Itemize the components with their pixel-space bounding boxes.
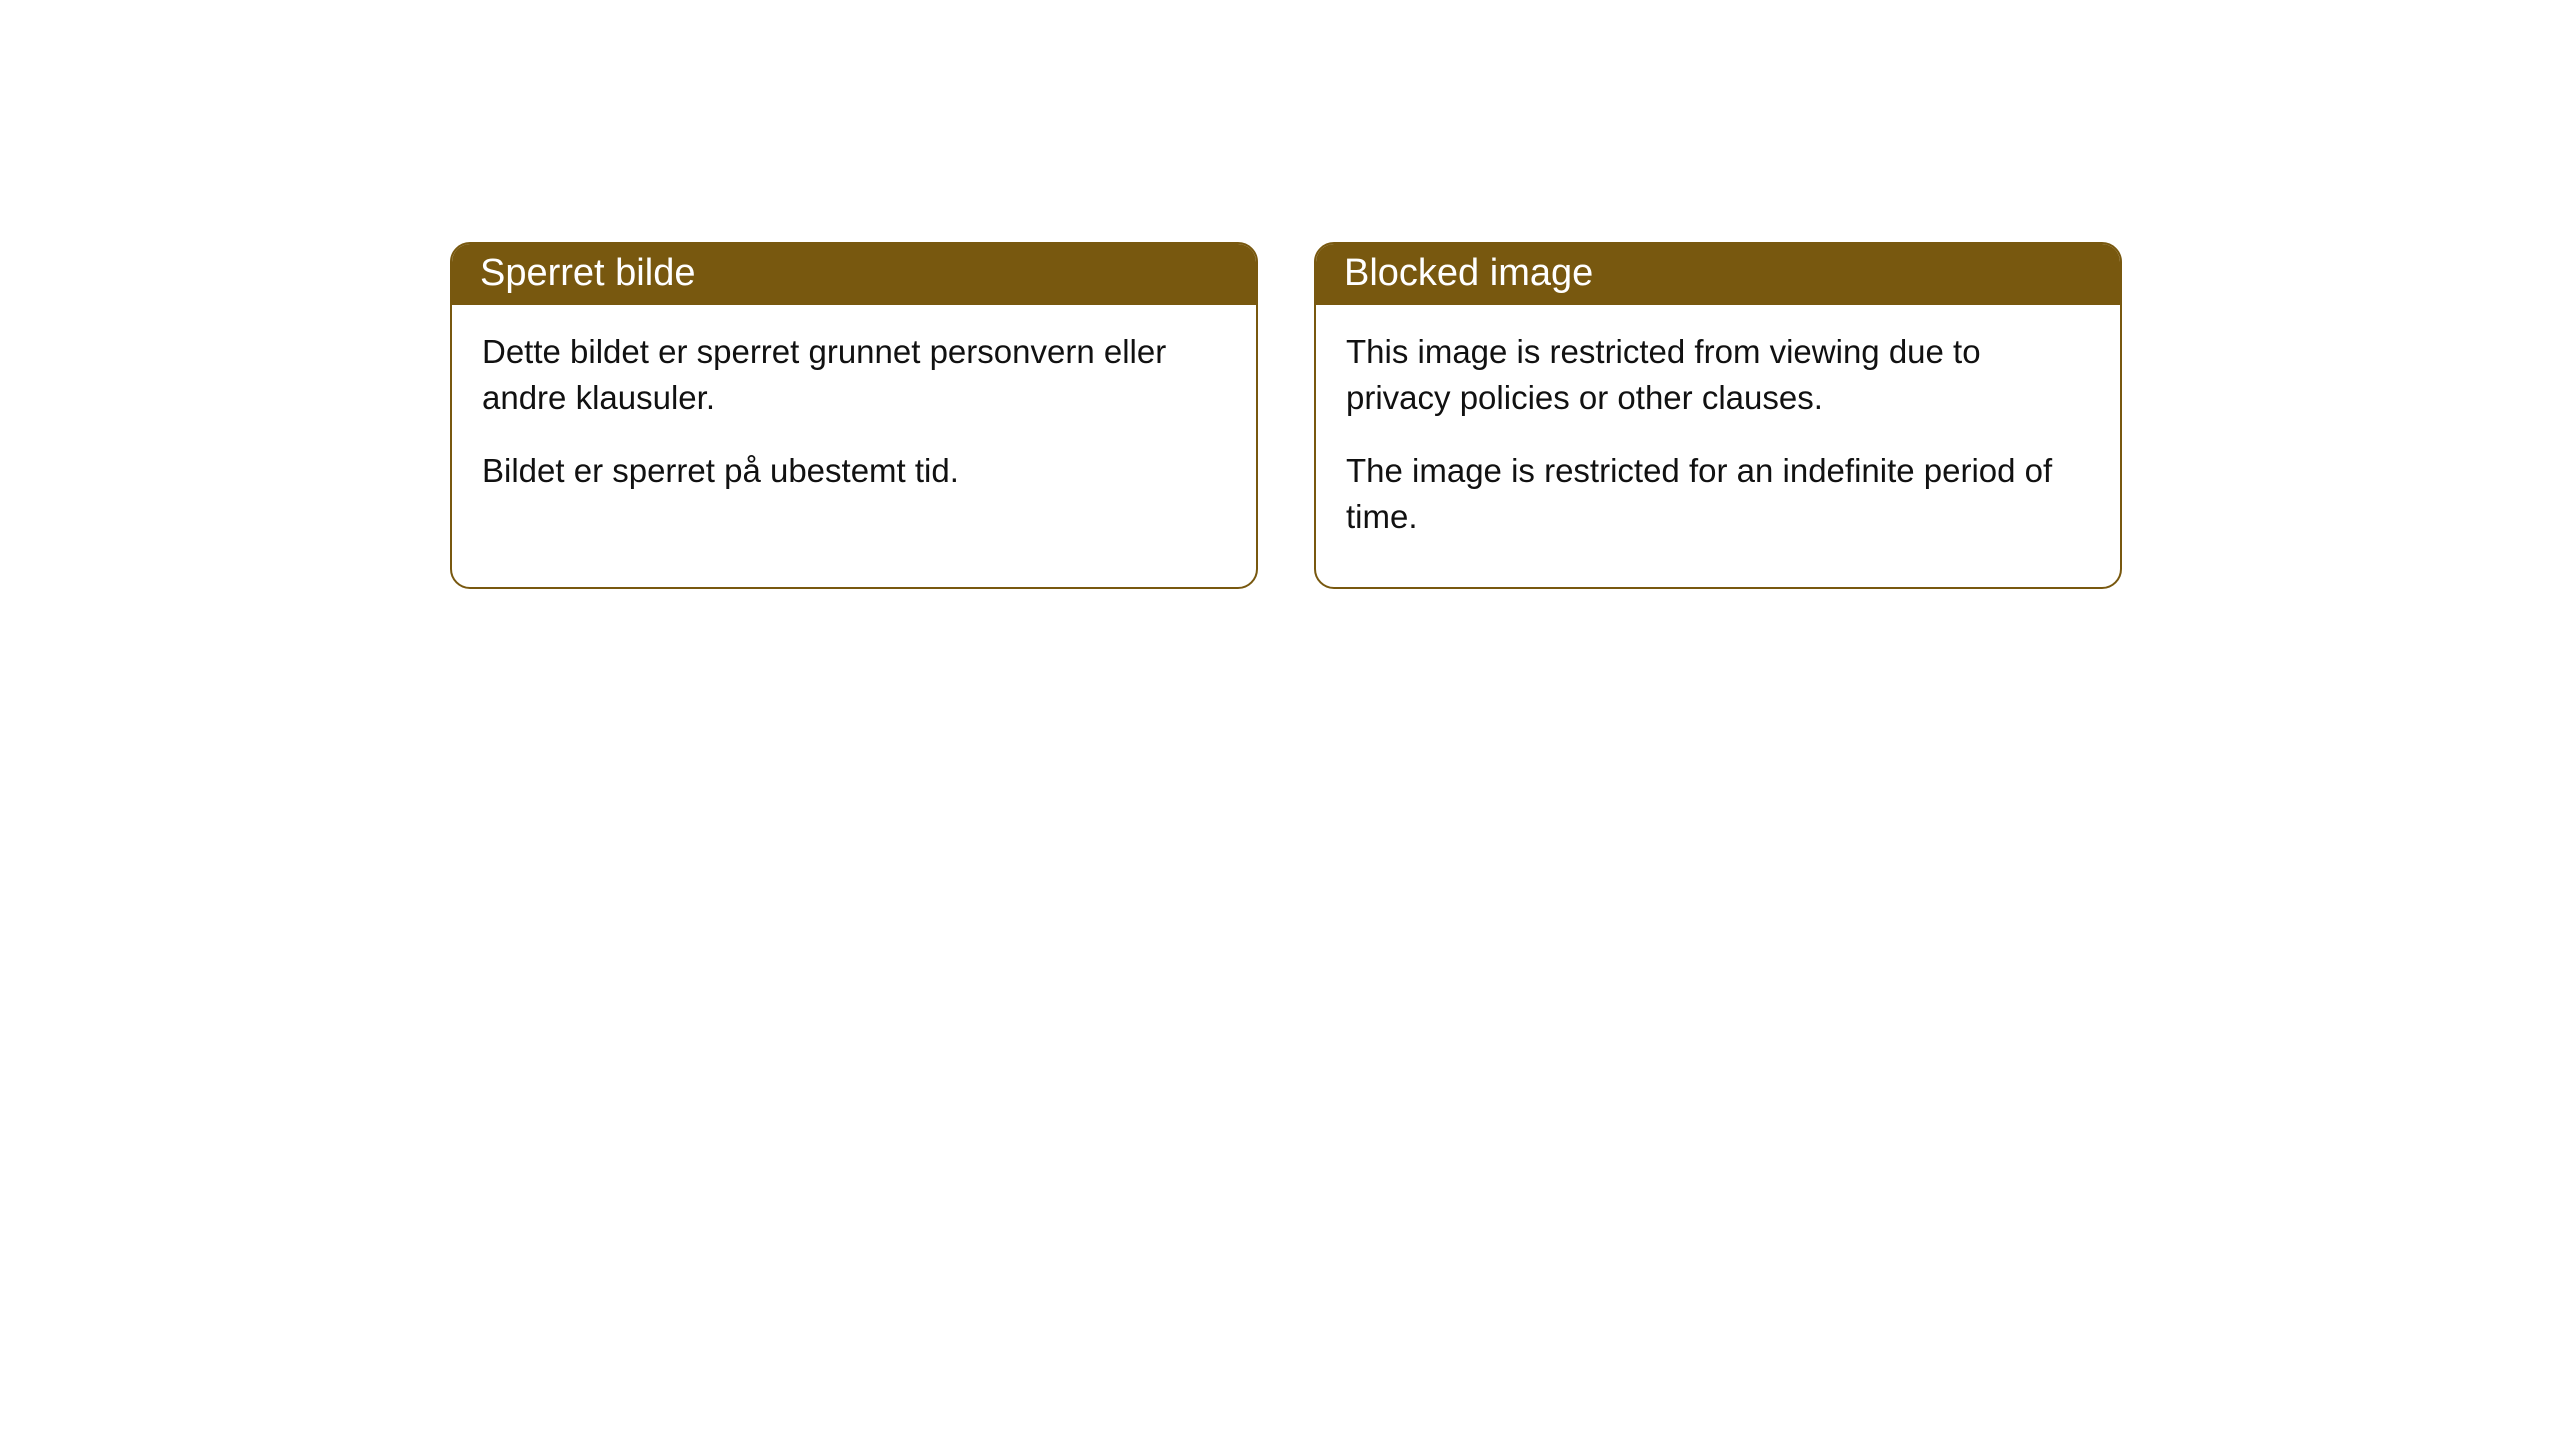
panel-en-paragraph-2: The image is restricted for an indefinit… — [1346, 448, 2090, 539]
panel-no-paragraph-1: Dette bildet er sperret grunnet personve… — [482, 329, 1226, 420]
panel-body-en: This image is restricted from viewing du… — [1316, 305, 2120, 587]
panel-en-paragraph-1: This image is restricted from viewing du… — [1346, 329, 2090, 420]
panel-header-no: Sperret bilde — [452, 244, 1256, 305]
blocked-image-panel-en: Blocked image This image is restricted f… — [1314, 242, 2122, 589]
panel-body-no: Dette bildet er sperret grunnet personve… — [452, 305, 1256, 542]
panels-container: Sperret bilde Dette bildet er sperret gr… — [0, 0, 2560, 589]
blocked-image-panel-no: Sperret bilde Dette bildet er sperret gr… — [450, 242, 1258, 589]
panel-no-paragraph-2: Bildet er sperret på ubestemt tid. — [482, 448, 1226, 494]
panel-header-en: Blocked image — [1316, 244, 2120, 305]
